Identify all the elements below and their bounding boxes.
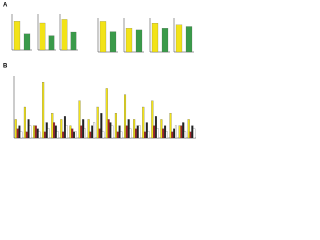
bar — [96, 106, 99, 139]
bar — [45, 122, 48, 139]
bar — [74, 131, 77, 139]
bar — [127, 119, 130, 139]
bar — [191, 125, 194, 139]
bar — [71, 128, 74, 139]
bar — [27, 119, 30, 139]
bar — [107, 119, 110, 139]
bar — [154, 116, 157, 139]
bar — [51, 113, 54, 139]
bar — [109, 122, 112, 139]
bar — [78, 100, 81, 139]
bar — [153, 125, 156, 139]
bar — [38, 131, 41, 139]
bar — [99, 21, 107, 53]
bar — [138, 125, 141, 139]
bar — [20, 131, 23, 139]
bar — [114, 113, 117, 139]
bar — [164, 125, 167, 139]
bar — [83, 128, 86, 139]
bar — [69, 125, 72, 139]
bar — [91, 125, 94, 139]
bar — [47, 128, 50, 139]
bar — [54, 125, 57, 139]
bar — [120, 131, 123, 139]
bar — [25, 131, 28, 139]
bar — [109, 31, 117, 53]
bar — [39, 22, 46, 51]
bar — [73, 131, 76, 139]
bar — [105, 88, 108, 139]
bar — [89, 131, 92, 139]
bar — [162, 128, 165, 139]
bar — [53, 122, 56, 139]
bar — [56, 131, 59, 139]
bar — [82, 119, 85, 139]
bar — [80, 125, 83, 139]
bar — [144, 131, 147, 139]
bar — [171, 131, 174, 139]
bar — [34, 125, 37, 139]
panel-label: B — [3, 64, 8, 70]
bar — [93, 122, 96, 139]
bar — [151, 23, 159, 53]
bar — [65, 125, 68, 139]
bar — [125, 125, 128, 139]
panel-label: A — [3, 3, 8, 9]
bar — [136, 125, 139, 139]
bar — [23, 106, 26, 139]
bar — [63, 116, 66, 139]
bar — [48, 35, 55, 51]
bar — [43, 131, 46, 139]
bar — [36, 128, 39, 139]
bar — [42, 82, 45, 139]
bar — [147, 131, 150, 139]
bar — [169, 113, 172, 139]
bar — [135, 29, 143, 53]
bar — [180, 125, 183, 139]
bar — [98, 128, 101, 139]
bar — [142, 106, 145, 139]
bar — [165, 131, 168, 139]
bar — [124, 94, 127, 139]
figure: A B — [3, 3, 196, 139]
bar — [178, 125, 181, 139]
bar — [175, 24, 183, 53]
bar — [133, 119, 136, 139]
bar — [151, 100, 154, 139]
bar — [18, 125, 21, 139]
bar — [189, 131, 192, 139]
bar — [187, 119, 190, 139]
bar — [29, 125, 32, 139]
bar — [160, 119, 163, 139]
bar — [193, 128, 196, 139]
bar — [16, 128, 19, 139]
bar — [33, 125, 36, 139]
bar — [14, 119, 17, 139]
bar — [87, 119, 90, 139]
bar — [125, 28, 133, 53]
bar — [173, 128, 176, 139]
bar — [185, 26, 193, 53]
bar — [161, 28, 169, 53]
bar — [145, 122, 148, 139]
bar — [116, 131, 119, 139]
bar — [100, 113, 103, 139]
bar — [61, 19, 68, 51]
bar — [129, 128, 132, 139]
bar — [70, 31, 77, 51]
axis — [13, 76, 196, 139]
bar — [60, 119, 63, 139]
bar — [23, 33, 31, 51]
bar — [156, 128, 159, 139]
bar — [62, 131, 65, 139]
bar — [134, 128, 137, 139]
bar — [13, 21, 21, 51]
bar — [102, 131, 105, 139]
bar — [184, 131, 187, 139]
bar — [174, 125, 177, 139]
bar — [182, 122, 185, 139]
bar — [118, 125, 121, 139]
bar — [111, 125, 114, 139]
